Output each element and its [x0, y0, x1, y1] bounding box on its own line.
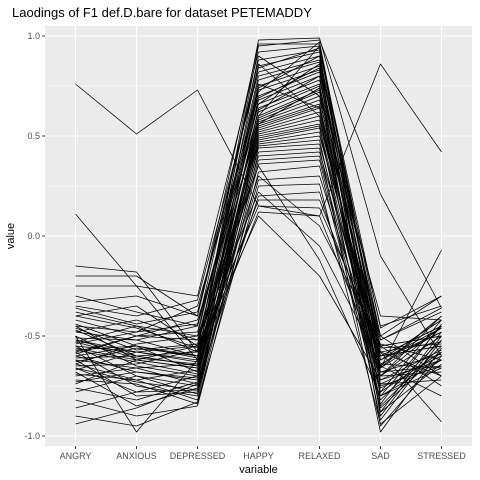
series-line-59 [75, 87, 442, 413]
y-tick-label: -0.5 [24, 331, 40, 341]
x-tick-label: SAD [371, 451, 390, 461]
series-line-58 [75, 55, 442, 353]
series-line-47 [75, 191, 442, 365]
series-line-54 [75, 63, 442, 345]
series-line-57 [75, 75, 442, 383]
x-tick-label: STRESSED [417, 451, 466, 461]
series-line-50 [75, 45, 442, 433]
x-tick-label: ANXIOUS [116, 451, 157, 461]
y-tick-label: -1.0 [24, 431, 40, 441]
series-line-10 [75, 61, 442, 417]
series-line-60 [75, 67, 442, 365]
series-line-42 [75, 191, 442, 425]
series-line-35 [75, 147, 442, 433]
series-line-44 [75, 205, 442, 353]
series-line-46 [75, 215, 442, 381]
x-tick-label: DEPRESSED [170, 451, 226, 461]
y-axis-title: value [5, 223, 17, 249]
x-tick-label: RELAXED [298, 451, 341, 461]
y-tick-label: 0.0 [27, 231, 40, 241]
series-line-53 [75, 63, 442, 369]
series-line-3 [75, 37, 442, 357]
series-line-51 [75, 55, 442, 349]
series-line-49 [75, 165, 442, 397]
series-layer [75, 37, 442, 433]
x-axis-title: variable [239, 464, 278, 476]
series-line-38 [75, 159, 442, 401]
x-tick-label: HAPPY [243, 451, 274, 461]
series-line-55 [75, 83, 442, 385]
series-line-37 [75, 155, 442, 401]
series-line-56 [75, 47, 442, 329]
y-tick-label: 0.5 [27, 131, 40, 141]
series-line-19 [75, 91, 442, 397]
y-tick-label: 1.0 [27, 31, 40, 41]
y-axis: -1.0 -0.5 0.0 0.5 1.0 [24, 31, 45, 441]
x-axis: ANGRY ANXIOUS DEPRESSED HAPPY RELAXED SAD STRE… [60, 446, 466, 461]
series-line-41 [75, 183, 442, 427]
series-line-33 [75, 139, 442, 407]
series-line-48 [75, 175, 442, 369]
x-tick-label: ANGRY [60, 451, 92, 461]
series-line-39 [75, 165, 442, 417]
chart-title: Laodings of F1 def.D.bare for dataset PE… [12, 5, 312, 20]
series-line-43 [75, 199, 442, 357]
